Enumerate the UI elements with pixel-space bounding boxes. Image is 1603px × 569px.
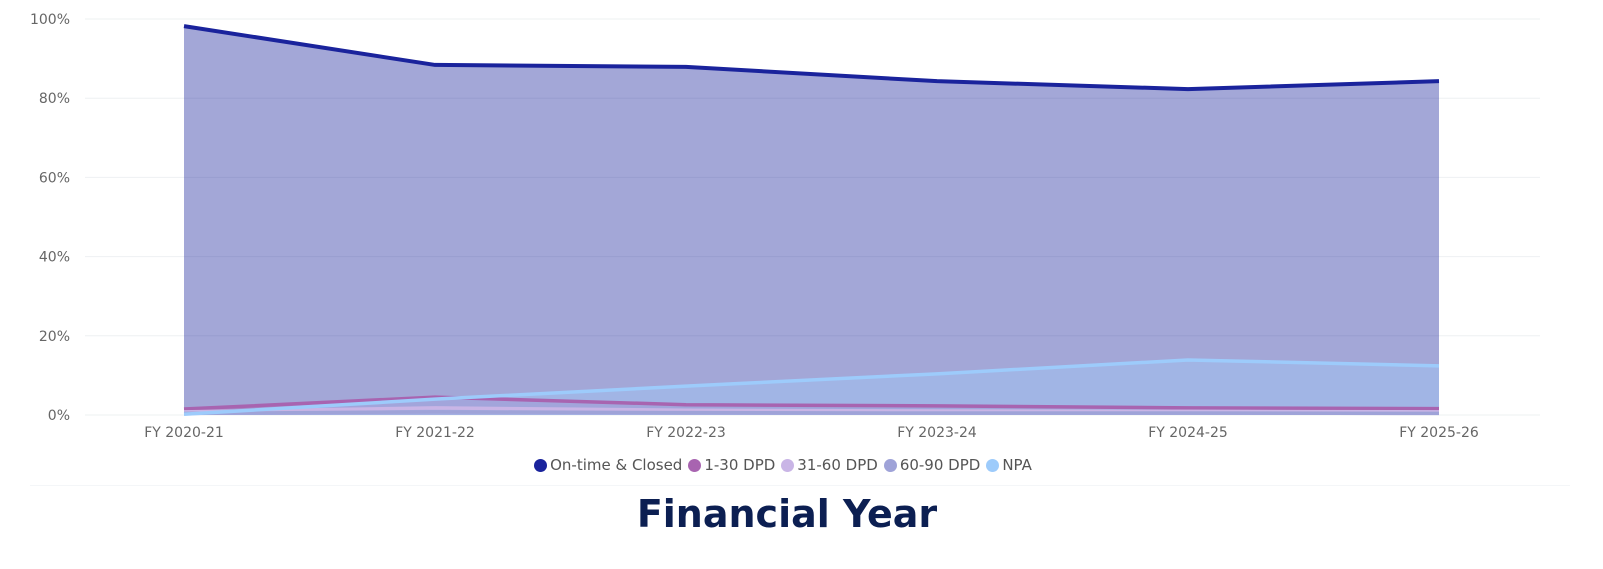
y-tick-label: 0% bbox=[48, 408, 70, 424]
legend-item[interactable]: On-time & Closed bbox=[534, 456, 682, 474]
y-tick-label: 60% bbox=[39, 170, 70, 186]
x-tick-label: FY 2022-23 bbox=[646, 425, 726, 441]
y-tick-label: 80% bbox=[39, 91, 70, 107]
legend-label: 1-30 DPD bbox=[704, 456, 776, 474]
series-line-0 bbox=[183, 24, 1440, 92]
legend-label: On-time & Closed bbox=[550, 456, 683, 474]
legend-label: 60-90 DPD bbox=[899, 456, 981, 474]
x-tick-label: FY 2021-22 bbox=[395, 425, 475, 441]
legend-dot-icon bbox=[781, 458, 795, 472]
series-line-4 bbox=[183, 358, 1440, 416]
legend-label: 31-60 DPD bbox=[797, 456, 878, 474]
x-tick-label: FY 2023-24 bbox=[897, 425, 977, 441]
x-axis-title: Financial Year bbox=[636, 492, 938, 536]
x-tick-label: FY 2024-25 bbox=[1148, 425, 1228, 441]
legend-dot-icon bbox=[534, 458, 548, 472]
legend-item[interactable]: 1-30 DPD bbox=[688, 456, 775, 474]
legend-dot-icon bbox=[688, 458, 702, 472]
series-line-1 bbox=[183, 395, 1440, 411]
y-tick-label: 100% bbox=[30, 12, 70, 28]
legend-item[interactable]: 60-90 DPD bbox=[883, 456, 981, 474]
legend-item[interactable]: NPA bbox=[986, 456, 1032, 474]
x-tick-label: FY 2020-21 bbox=[144, 425, 224, 441]
legend-dot-icon bbox=[986, 458, 1000, 472]
chart-legend: On-time & Closed 1-30 DPD 31-60 DPD 60-90 D… bbox=[0, 456, 1566, 474]
area-0 bbox=[184, 26, 1439, 416]
y-tick-label: 40% bbox=[39, 250, 70, 266]
x-tick-label: FY 2025-26 bbox=[1399, 425, 1479, 441]
legend-item[interactable]: 31-60 DPD bbox=[781, 456, 878, 474]
legend-label: NPA bbox=[1002, 456, 1032, 474]
series-line-3 bbox=[183, 410, 1440, 416]
y-tick-label: 20% bbox=[39, 329, 70, 345]
legend-dot-icon bbox=[883, 458, 897, 472]
area-4 bbox=[184, 359, 1439, 415]
